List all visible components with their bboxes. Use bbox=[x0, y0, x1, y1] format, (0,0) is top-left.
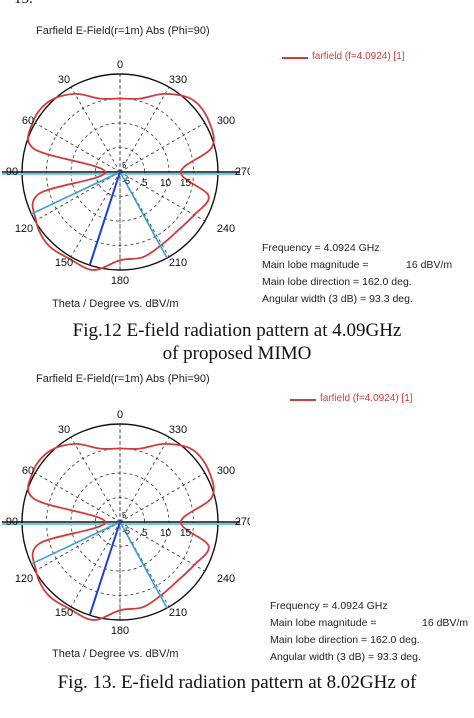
polar-grid bbox=[2, 423, 240, 621]
radiation-pattern-curve bbox=[27, 442, 215, 621]
angle-label: 30 bbox=[58, 424, 70, 436]
angle-label: 120 bbox=[15, 573, 33, 585]
grid-spoke bbox=[34, 171, 121, 222]
figure-caption-line-1: Fig.12 E-field radiation pattern at 4.09… bbox=[72, 320, 402, 341]
beam-width-line bbox=[119, 171, 168, 259]
beam-width-line bbox=[119, 521, 168, 609]
grid-spoke bbox=[119, 122, 206, 173]
main-lobe-line bbox=[88, 171, 121, 266]
legend-swatch bbox=[290, 399, 316, 401]
grid-spoke bbox=[34, 521, 121, 572]
beam-width-line bbox=[31, 521, 121, 565]
info-width: Angular width (3 dB) = 93.3 deg. bbox=[262, 293, 413, 305]
plot-title: Farfield E-Field(r=1m) Abs (Phi=90) bbox=[36, 373, 210, 385]
angle-label: 60 bbox=[22, 115, 34, 127]
grid-spoke bbox=[119, 521, 170, 608]
grid-spoke bbox=[70, 521, 121, 608]
info-direction: Main lobe direction = 162.0 deg. bbox=[270, 634, 420, 646]
info-magnitude-value: 16 dBV/m bbox=[406, 259, 453, 271]
legend-label: farfield (f=4.0924) [1] bbox=[312, 51, 405, 62]
radial-tick-label: 5 bbox=[122, 161, 127, 170]
polar-plot-2: 0 30 330 60 300 90 270 120 240 150 210 180 5 -5 5 10 15 bbox=[2, 409, 250, 637]
angle-label: 90 bbox=[6, 166, 18, 178]
angle-label: 240 bbox=[217, 223, 235, 235]
info-box: Frequency = 4.0924 GHz Main lobe magnitu… bbox=[270, 598, 468, 666]
plot-title: Farfield E-Field(r=1m) Abs (Phi=90) bbox=[36, 25, 210, 37]
angle-label: 60 bbox=[22, 465, 34, 477]
grid-spoke bbox=[70, 436, 121, 523]
radial-tick-label: 15 bbox=[180, 178, 192, 189]
angle-label: 330 bbox=[169, 74, 187, 86]
info-magnitude-row: Main lobe magnitude = 16 dBV/m bbox=[270, 615, 468, 632]
grid-spoke bbox=[119, 521, 206, 572]
angle-label: 0 bbox=[117, 59, 123, 71]
angle-label: 210 bbox=[169, 607, 187, 619]
radial-tick-label: 10 bbox=[160, 178, 172, 189]
info-direction: Main lobe direction = 162.0 deg. bbox=[262, 276, 412, 288]
main-lobe-line bbox=[88, 521, 121, 616]
angle-label: 180 bbox=[111, 275, 129, 287]
radial-tick-label: -5 bbox=[122, 176, 130, 186]
radial-tick-label: 10 bbox=[160, 528, 172, 539]
top-fragment: 13. bbox=[14, 0, 33, 8]
angle-label: 90 bbox=[6, 516, 18, 528]
angle-label: 300 bbox=[217, 465, 235, 477]
beam-width-line bbox=[31, 171, 121, 215]
figure-caption-line-1: Fig. 13. E-field radiation pattern at 8.… bbox=[57, 672, 417, 693]
polar-grid bbox=[2, 73, 240, 271]
angle-label: 150 bbox=[55, 257, 73, 269]
figure-caption-line-2: of proposed MIMO bbox=[162, 343, 312, 364]
info-frequency: Frequency = 4.0924 GHz bbox=[262, 242, 380, 254]
info-width: Angular width (3 dB) = 93.3 deg. bbox=[270, 651, 421, 663]
grid-spoke bbox=[70, 86, 121, 173]
grid-spoke bbox=[34, 122, 121, 173]
angle-label: 120 bbox=[15, 223, 33, 235]
info-magnitude-value: 16 dBV/m bbox=[422, 617, 469, 629]
angle-label: 330 bbox=[169, 424, 187, 436]
radial-tick-label: -5 bbox=[122, 526, 130, 536]
radial-tick-label: 5 bbox=[122, 511, 127, 520]
angle-label: 210 bbox=[169, 257, 187, 269]
info-magnitude-label: Main lobe magnitude = bbox=[270, 617, 377, 629]
grid-spoke bbox=[119, 171, 206, 222]
info-box: Frequency = 4.0924 GHz Main lobe magnitu… bbox=[262, 240, 452, 308]
legend-label: farfield (f=4.0924) [1] bbox=[320, 393, 413, 404]
polar-plot-1: 0 30 330 60 300 90 270 120 240 150 210 180 5 -5 5 10 15 bbox=[2, 59, 250, 287]
angle-label: 0 bbox=[117, 409, 123, 421]
info-magnitude-row: Main lobe magnitude = 16 dBV/m bbox=[262, 257, 452, 274]
grid-spoke bbox=[119, 86, 170, 173]
angle-label: 150 bbox=[55, 607, 73, 619]
angle-label: 270 bbox=[235, 516, 250, 528]
legend-swatch bbox=[282, 57, 308, 59]
radial-tick-label: 5 bbox=[142, 178, 148, 189]
axis-title: Theta / Degree vs. dBV/m bbox=[52, 648, 179, 660]
grid-spoke bbox=[119, 472, 206, 523]
radial-tick-label: 15 bbox=[180, 528, 192, 539]
grid-spoke bbox=[70, 171, 121, 258]
info-frequency: Frequency = 4.0924 GHz bbox=[270, 600, 388, 612]
radial-tick-label: 5 bbox=[142, 528, 148, 539]
grid-spoke bbox=[119, 436, 170, 523]
angle-label: 300 bbox=[217, 115, 235, 127]
info-magnitude-label: Main lobe magnitude = bbox=[262, 259, 369, 271]
grid-spoke bbox=[34, 472, 121, 523]
angle-label: 270 bbox=[235, 166, 250, 178]
angle-label: 240 bbox=[217, 573, 235, 585]
grid-spoke bbox=[119, 171, 170, 258]
angle-label: 30 bbox=[58, 74, 70, 86]
radiation-pattern-curve bbox=[27, 92, 215, 271]
angle-label: 180 bbox=[111, 625, 129, 637]
axis-title: Theta / Degree vs. dBV/m bbox=[52, 298, 179, 310]
